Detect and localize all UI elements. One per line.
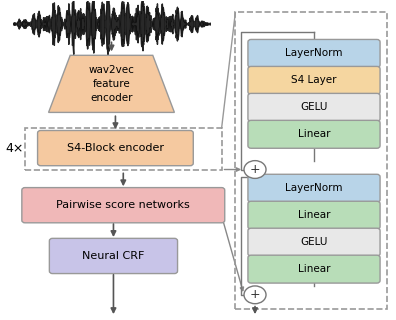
Text: LayerNorm: LayerNorm — [285, 183, 343, 193]
FancyBboxPatch shape — [248, 174, 380, 202]
FancyBboxPatch shape — [248, 39, 380, 68]
Text: Pairwise score networks: Pairwise score networks — [56, 200, 190, 210]
Text: wav2vec
feature
encoder: wav2vec feature encoder — [89, 65, 134, 103]
Circle shape — [244, 286, 266, 304]
Text: S4 Layer: S4 Layer — [291, 76, 337, 85]
FancyBboxPatch shape — [248, 255, 380, 283]
Text: 4×: 4× — [5, 142, 24, 156]
Text: LayerNorm: LayerNorm — [285, 48, 343, 59]
FancyBboxPatch shape — [22, 188, 225, 223]
FancyBboxPatch shape — [248, 120, 380, 148]
Text: Linear: Linear — [298, 210, 330, 220]
Text: GELU: GELU — [300, 102, 327, 112]
FancyBboxPatch shape — [50, 238, 177, 274]
Text: +: + — [250, 288, 260, 301]
FancyBboxPatch shape — [248, 201, 380, 229]
FancyBboxPatch shape — [248, 93, 380, 121]
Circle shape — [244, 161, 266, 178]
Text: GELU: GELU — [300, 237, 327, 247]
FancyBboxPatch shape — [248, 228, 380, 256]
Text: Linear: Linear — [298, 264, 330, 274]
Text: S4-Block encoder: S4-Block encoder — [67, 143, 164, 153]
Polygon shape — [49, 55, 174, 112]
Text: Neural CRF: Neural CRF — [82, 251, 145, 261]
Text: Linear: Linear — [298, 129, 330, 139]
FancyBboxPatch shape — [248, 67, 380, 94]
Text: +: + — [250, 163, 260, 176]
FancyBboxPatch shape — [38, 131, 193, 166]
